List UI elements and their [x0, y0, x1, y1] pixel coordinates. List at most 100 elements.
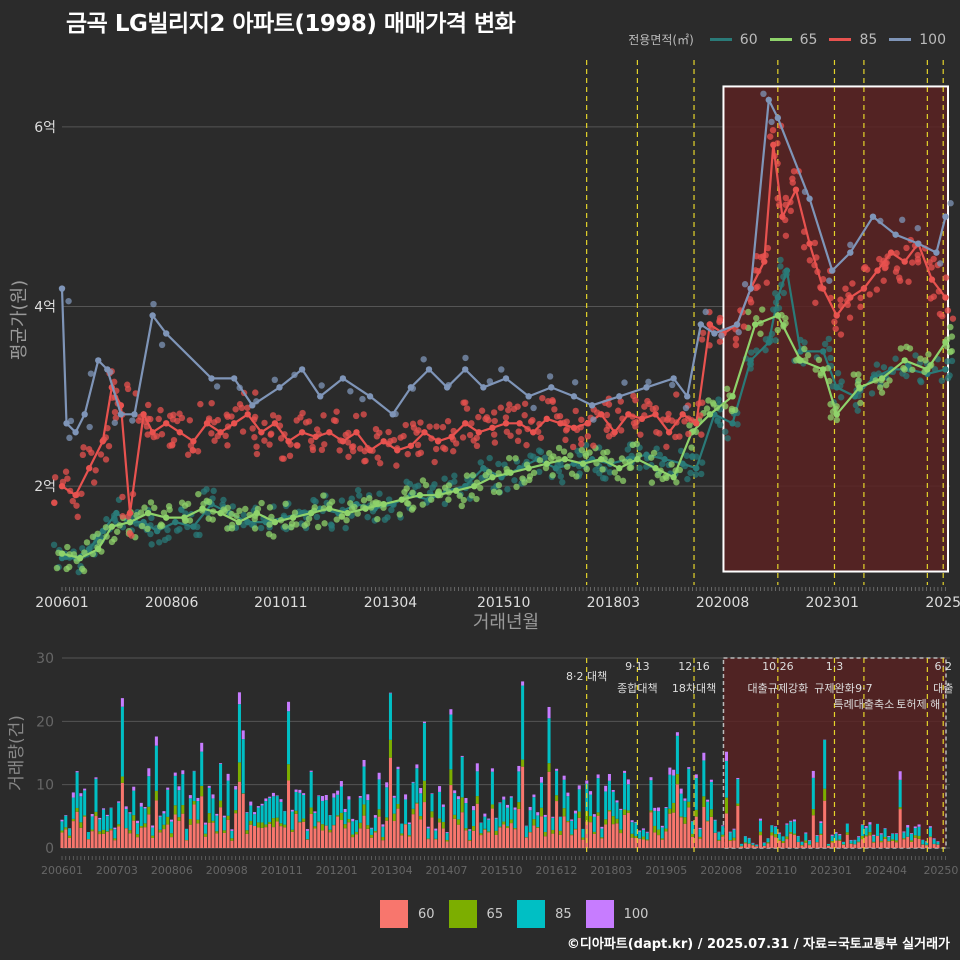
vol-x-tick-label: 201407 [426, 864, 468, 877]
volume-legend-item-85[interactable]: 85 [517, 900, 572, 928]
volume-bar-65 [354, 831, 358, 835]
volume-bar-85 [781, 836, 785, 842]
series-point-85 [847, 294, 854, 301]
volume-legend-label-60: 60 [418, 906, 435, 922]
volume-bar-100 [551, 816, 555, 818]
vol-x-tick-label: 201510 [480, 864, 522, 877]
scatter-point-85 [549, 398, 557, 405]
scatter-point-100 [768, 118, 775, 126]
scatter-point-60 [693, 453, 700, 460]
scatter-point-100 [937, 260, 944, 267]
volume-legend-item-60[interactable]: 60 [380, 900, 435, 928]
volume-bar-65 [758, 831, 762, 836]
vol-x-tick-label: 201905 [645, 864, 687, 877]
source-caption: ©디아파트(dapt.kr) / 2025.07.31 / 자료=국토교통부 실… [566, 937, 950, 952]
scatter-point-85 [637, 431, 644, 438]
series-point-100 [276, 384, 283, 391]
volume-bar-85 [400, 823, 404, 834]
volume-bar-60 [528, 832, 532, 848]
scatter-point-85 [927, 295, 934, 302]
legend-item-60[interactable]: 60 [709, 32, 764, 48]
scatter-point-85 [930, 255, 937, 263]
volume-bar-65 [105, 831, 109, 833]
legend-item-65[interactable]: 65 [769, 32, 824, 48]
volume-bar-60 [551, 833, 555, 848]
volume-bar-85 [592, 816, 596, 832]
series-point-85 [126, 509, 134, 517]
volume-bar-65 [445, 839, 449, 842]
volume-bar-100 [445, 832, 449, 833]
scatter-point-100 [347, 388, 354, 395]
scatter-point-65 [627, 464, 635, 471]
volume-bar-85 [219, 763, 223, 801]
volume-bar-65 [358, 822, 362, 829]
volume-bar-65 [555, 795, 559, 802]
volume-bar-60 [245, 833, 249, 848]
scatter-point-65 [546, 450, 553, 457]
volume-bar-60 [283, 827, 287, 848]
volume-bar-85 [139, 806, 143, 827]
series-point-60 [747, 357, 754, 364]
volume-legend-item-65[interactable]: 65 [448, 900, 503, 928]
scatter-point-65 [242, 505, 249, 513]
scatter-point-60 [376, 490, 383, 497]
volume-bar-65 [702, 796, 706, 807]
volume-bar-60 [132, 820, 136, 848]
volume-bar-65 [136, 834, 140, 838]
series-point-100 [443, 384, 451, 391]
volume-bar-100 [815, 835, 819, 836]
volume-bar-60 [441, 828, 445, 848]
volume-bar-85 [464, 803, 468, 829]
scatter-point-65 [686, 422, 693, 429]
volume-bar-85 [181, 774, 185, 806]
volume-bar-60 [868, 835, 872, 848]
volume-bar-60 [845, 834, 849, 848]
volume-bar-60 [857, 842, 861, 848]
volume-bar-85 [928, 827, 932, 837]
volume-bar-60 [728, 840, 732, 848]
volume-bar-85 [479, 822, 483, 834]
volume-bar-60 [524, 837, 528, 848]
volume-bar-65 [468, 839, 472, 841]
policy-annotation: 대출 [933, 682, 953, 695]
scatter-point-85 [857, 294, 864, 302]
volume-bar-85 [472, 810, 476, 827]
series-point-65 [924, 366, 931, 373]
volume-bar-60 [838, 840, 842, 848]
volume-bar-100 [913, 826, 917, 828]
volume-bar-85 [339, 786, 343, 813]
scatter-point-85 [754, 283, 761, 290]
volume-bar-85 [751, 843, 755, 845]
volume-bar-65 [434, 838, 438, 840]
series-point-65 [217, 509, 224, 517]
scatter-point-85 [903, 244, 910, 252]
volume-bar-60 [264, 827, 268, 848]
volume-bar-65 [287, 764, 291, 781]
scatter-point-60 [687, 469, 694, 477]
volume-bar-100 [139, 802, 143, 807]
volume-bar-60 [577, 817, 581, 848]
series-point-100 [81, 411, 88, 418]
volume-bar-65 [766, 842, 770, 844]
scatter-point-65 [878, 389, 886, 396]
scatter-point-85 [914, 251, 922, 259]
volume-bar-85 [313, 812, 317, 827]
legend-item-85[interactable]: 85 [829, 32, 883, 48]
volume-bar-65 [275, 817, 279, 822]
volume-bar-65 [675, 774, 679, 785]
volume-bar-60 [370, 837, 374, 848]
volume-bar-65 [392, 813, 396, 822]
volume-bar-100 [524, 825, 528, 827]
scatter-point-65 [305, 515, 313, 522]
scatter-point-85 [656, 430, 663, 437]
scatter-point-85 [205, 415, 213, 422]
legend-item-100[interactable]: 100 [889, 32, 952, 48]
series-point-60 [643, 451, 650, 458]
volume-bar-100 [619, 808, 623, 810]
volume-legend-item-100[interactable]: 100 [585, 900, 648, 928]
volume-bar-85 [543, 816, 547, 832]
series-point-65 [271, 518, 279, 526]
scatter-point-65 [53, 564, 61, 572]
volume-bar-60 [298, 822, 302, 848]
volume-bar-65 [928, 836, 932, 838]
